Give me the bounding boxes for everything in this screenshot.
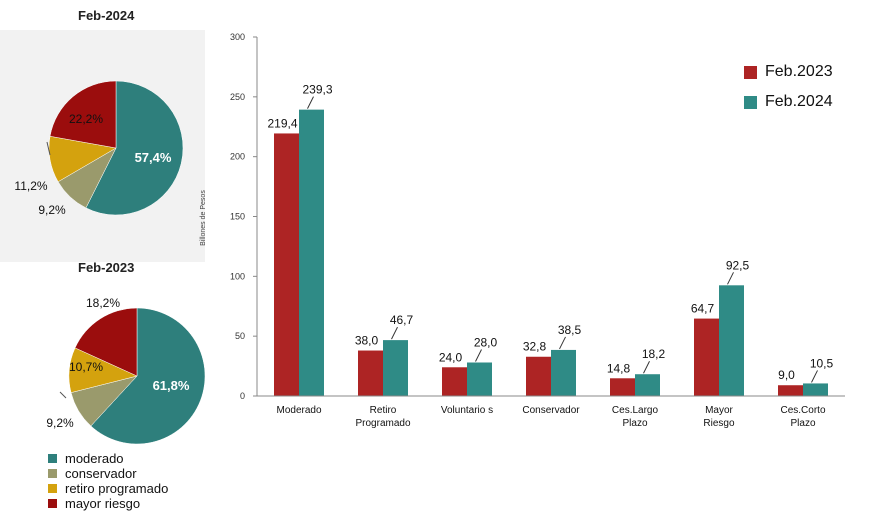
x-tick-label: Riesgo <box>703 418 735 429</box>
pie-slice-mayor_riesgo <box>49 80 117 149</box>
x-tick-label: Moderado <box>276 405 321 416</box>
pie-label-mayor_riesgo: 22,2% <box>69 112 103 126</box>
legend-label: moderado <box>65 451 124 466</box>
x-tick-label: Plazo <box>790 418 815 429</box>
bar-feb2024 <box>299 109 324 396</box>
bar-feb2023 <box>694 318 719 396</box>
value-leader-line <box>391 326 398 340</box>
x-tick-label: Programado <box>355 418 410 429</box>
bar-chart: Billones de Pesos 0 50 100 150 200 250 300 219… <box>200 32 845 429</box>
pie-chart-feb-2023: 61,8% 9,2% 10,7% 18,2% <box>46 296 206 445</box>
bar-feb2023 <box>358 350 383 396</box>
legend-swatch <box>744 65 757 79</box>
x-tick-label: Plazo <box>622 418 647 429</box>
x-axis: Moderado Retiro Programado Voluntario s Cons… <box>257 395 845 429</box>
legend-swatch <box>48 499 57 508</box>
pie-label-retiro_programado: 10,7% <box>69 360 103 374</box>
pie-legend-item-mayor_riesgo: mayor riesgo <box>48 496 168 511</box>
pie-slice-moderado <box>85 80 184 216</box>
y-tick-label: 200 <box>230 152 245 162</box>
bar-value-label: 14,8 <box>607 361 631 375</box>
bar-value-label: 239,3 <box>302 83 332 97</box>
bar-value-label: 92,5 <box>726 258 750 272</box>
value-leader-line <box>643 360 650 374</box>
y-tick-label: 0 <box>240 391 245 401</box>
legend-label: mayor riesgo <box>65 496 141 511</box>
bar-value-label: 18,2 <box>642 347 666 361</box>
value-leader-line <box>475 349 482 362</box>
pie-title-feb-2023: Feb-2023 <box>78 260 135 275</box>
bar-value-label: 64,7 <box>691 302 715 316</box>
legend-label: retiro programado <box>65 481 169 496</box>
bars: 219,4 239,3 38,0 46,7 24,0 28,0 32,8 38,5 14,8 18… <box>267 83 834 396</box>
bar-feb2024 <box>383 340 408 396</box>
y-tick-label: 100 <box>230 271 245 281</box>
pie-slice-mayor_riesgo <box>74 307 138 377</box>
bar-feb2023 <box>274 133 299 396</box>
bar-legend: Feb.2023 Feb.2024 <box>744 57 833 117</box>
bar-value-label: 219,4 <box>267 116 297 130</box>
bar-value-label: 46,7 <box>390 313 414 327</box>
bar-value-label: 38,5 <box>558 323 582 337</box>
y-axis-label: Billones de Pesos <box>200 190 207 246</box>
x-tick-label: Voluntario s <box>441 405 493 416</box>
x-tick-label: Ces.Corto <box>780 405 825 416</box>
legend-label: Feb.2024 <box>765 93 833 110</box>
value-leader-line <box>307 96 314 109</box>
pie-label-conservador: 9,2% <box>46 416 74 430</box>
bar-feb2024 <box>635 374 660 396</box>
bar-value-label: 38,0 <box>355 334 379 348</box>
bar-feb2024 <box>803 383 828 396</box>
bar-legend-item: Feb.2023 <box>744 57 833 87</box>
pie-legend-item-moderado: moderado <box>48 451 168 466</box>
bar-value-label: 32,8 <box>523 340 547 354</box>
pie-label-retiro_programado: 11,2% <box>14 179 47 193</box>
bar-feb2023 <box>778 385 803 396</box>
y-tick-label: 250 <box>230 92 245 102</box>
pie-title-feb-2024: Feb-2024 <box>78 8 135 23</box>
y-tick-label: 50 <box>235 331 245 341</box>
pie-label-moderado: 61,8% <box>153 378 190 393</box>
pie-legend-item-retiro_programado: retiro programado <box>48 481 168 496</box>
pie-label-moderado: 57,4% <box>135 150 172 165</box>
pie-label-mayor_riesgo: 18,2% <box>86 296 120 310</box>
bar-feb2023 <box>526 356 551 396</box>
pie-leader-line <box>59 391 67 399</box>
value-leader-line <box>559 336 566 350</box>
bar-value-label: 10,5 <box>810 356 834 370</box>
value-leader-line <box>727 272 734 285</box>
pie-chart-feb-2024: 57,4% 9,2% 11,2% 22,2% <box>14 80 184 217</box>
y-tick-label: 150 <box>230 212 245 222</box>
pie-charts: 57,4% 9,2% 11,2% 22,2% 61,8% 9,2% 10,7% 18,2% <box>14 80 206 445</box>
bar-legend-item: Feb.2024 <box>744 87 833 117</box>
legend-swatch <box>48 484 57 493</box>
pie-legend: moderado conservador retiro programado mayo… <box>48 451 168 511</box>
legend-swatch <box>744 95 757 109</box>
legend-label: Feb.2023 <box>765 63 833 80</box>
legend-label: conservador <box>65 466 137 481</box>
pie-label-conservador: 9,2% <box>38 203 66 217</box>
bar-feb2023 <box>442 367 467 396</box>
x-tick-label: Conservador <box>522 405 580 416</box>
bar-value-label: 28,0 <box>474 335 498 349</box>
x-tick-label: Mayor <box>705 405 733 416</box>
pie-legend-item-conservador: conservador <box>48 466 168 481</box>
bar-feb2023 <box>610 378 635 396</box>
value-leader-line <box>811 370 818 383</box>
legend-swatch <box>48 469 57 478</box>
y-tick-label: 300 <box>230 32 245 42</box>
legend-swatch <box>48 454 57 463</box>
y-axis: 0 50 100 150 200 250 300 <box>230 32 258 401</box>
bar-feb2024 <box>551 349 576 396</box>
pie-leader-line <box>46 141 51 156</box>
x-tick-label: Retiro <box>370 405 397 416</box>
x-tick-label: Ces.Largo <box>612 405 659 416</box>
pie-slice-moderado <box>90 307 206 445</box>
bar-feb2024 <box>467 362 492 396</box>
bar-feb2024 <box>719 285 744 396</box>
bar-value-label: 9,0 <box>778 368 795 382</box>
bar-value-label: 24,0 <box>439 350 463 364</box>
